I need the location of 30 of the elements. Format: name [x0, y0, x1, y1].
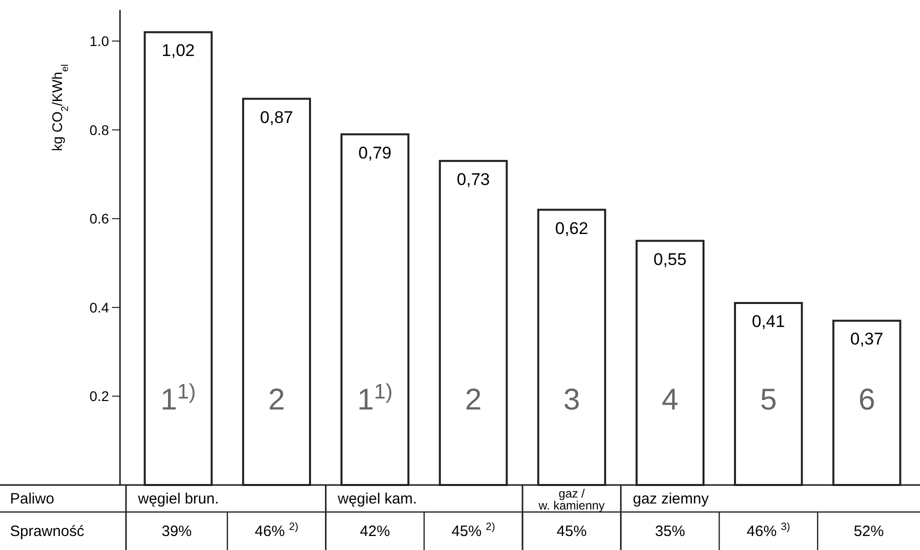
bar: [340, 133, 410, 486]
x-tick-label: 3: [563, 384, 580, 417]
x-tick-label: 2: [268, 384, 285, 417]
x-tick-label: 5: [760, 384, 777, 417]
bar: [734, 302, 803, 486]
bar: [636, 240, 704, 486]
bar: [832, 320, 902, 486]
bar: [144, 31, 213, 486]
data-label: 0,55: [654, 250, 687, 269]
y-tick-label: 0.4: [90, 299, 110, 316]
data-label: 0,62: [555, 218, 588, 238]
x-tick-label: 2: [464, 384, 482, 417]
x-tick-label: 6: [858, 384, 876, 417]
y-tick-label: 0.6: [90, 210, 110, 227]
fuel-table: Paliwo Sprawność węgiel brun. węgiel kam. gaz / w. kamienny gaz ziemny 39% 46% $^{2)}$ 42% 45% $^{2)}$ 45% 35% 46% $^{3)}$ 52%: [0, 484, 920, 550]
bar: [438, 160, 508, 486]
x-tick-label: 1$^{1)}$: [160, 380, 196, 417]
data-label: 0,41: [752, 312, 785, 331]
bar: [537, 208, 606, 486]
y-tick-label: 0.2: [90, 388, 110, 404]
y-tick-label: 0.8: [90, 122, 110, 138]
data-label: 0,37: [850, 330, 884, 349]
x-tick-label: 4: [662, 384, 678, 417]
data-label: 1,02: [162, 41, 195, 60]
data-label: 0,73: [456, 170, 490, 189]
data-label: 0,87: [260, 108, 294, 127]
bar: [242, 98, 312, 486]
data-label: 0,79: [358, 143, 392, 162]
y-tick-label: 1.0: [90, 33, 110, 50]
x-tick-label: 1$^{1)}$: [357, 380, 393, 417]
